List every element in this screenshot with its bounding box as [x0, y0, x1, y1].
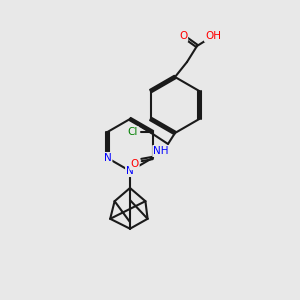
Text: O: O — [179, 31, 187, 41]
Text: N: N — [103, 153, 111, 163]
Text: N: N — [126, 166, 134, 176]
Text: Cl: Cl — [127, 127, 138, 137]
Text: OH: OH — [205, 31, 221, 41]
Text: NH: NH — [153, 146, 169, 156]
Text: O: O — [130, 159, 139, 169]
